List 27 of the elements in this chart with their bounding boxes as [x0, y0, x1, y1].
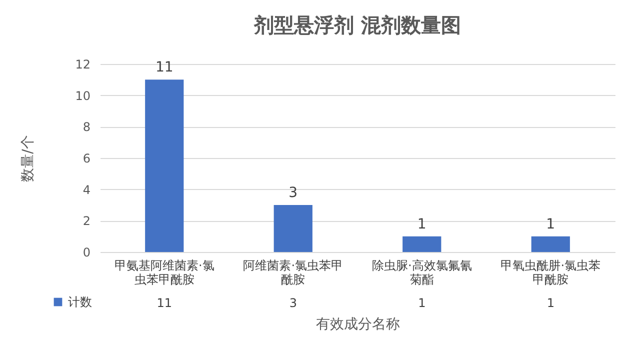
text: 1	[417, 216, 426, 232]
y-tick-label: 12	[75, 58, 90, 72]
x-tick-label: 甲氨基阿维菌素·氯虫苯甲酰胺	[114, 258, 214, 286]
y-tick-label: 8	[82, 120, 90, 134]
y-tick-label: 10	[75, 88, 90, 103]
data-label: 1	[546, 296, 554, 310]
y-tick-label: 4	[82, 182, 90, 197]
text: 1	[546, 216, 556, 232]
x-tick-label: 阿维菌素·氯虫苯甲酰胺	[243, 258, 344, 286]
text: 11	[155, 60, 174, 76]
data-label: 11	[156, 296, 172, 310]
x-axis-title: 有效成分名称	[316, 316, 400, 332]
data-label: 3	[289, 296, 297, 310]
x-tick-label: 甲氧虫酰肼·氯虫苯甲酰胺	[500, 258, 601, 286]
bar	[145, 80, 184, 252]
y-axis-title: 数量/个	[20, 135, 36, 182]
y-tick-label: 0	[82, 246, 90, 260]
y-tick-label: 6	[82, 152, 90, 166]
bar	[402, 236, 442, 252]
y-tick-label: 2	[82, 214, 90, 228]
legend-label: 计数	[68, 295, 92, 309]
text: 3	[288, 185, 298, 201]
data-label: 1	[418, 296, 426, 310]
bar	[274, 205, 312, 252]
bar	[531, 236, 570, 252]
x-tick-label: 除虫脲·高效氯氟氰菊酯	[372, 258, 472, 286]
chart-title: 剂型悬浮剂 混剂数量图	[253, 13, 461, 37]
